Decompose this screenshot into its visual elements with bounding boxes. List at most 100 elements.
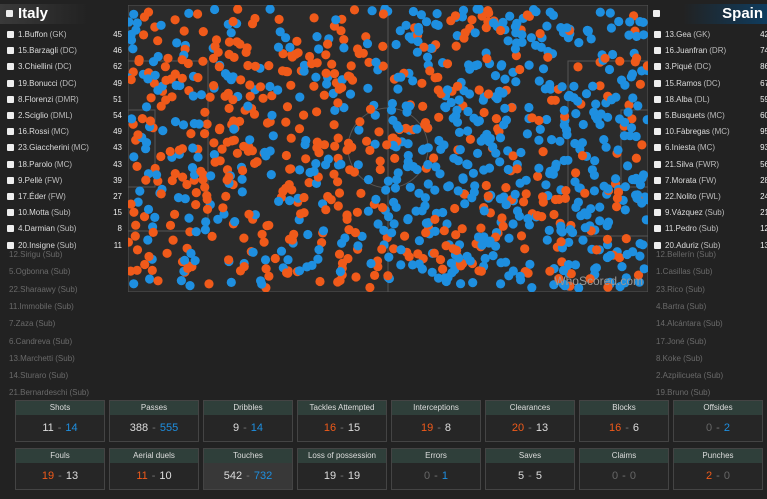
touch-dot xyxy=(217,144,227,154)
touch-dot xyxy=(333,177,343,187)
touch-dot xyxy=(295,92,305,102)
touch-dot xyxy=(321,68,331,78)
touch-dot xyxy=(321,205,331,215)
touch-dot xyxy=(559,155,569,166)
checkbox[interactable] xyxy=(654,95,661,103)
unused-sub: 11.Immobile (Sub) xyxy=(9,301,74,311)
touch-dot xyxy=(239,262,249,272)
touch-dot xyxy=(548,169,558,179)
stat-away: 1 xyxy=(441,470,448,482)
watermark: WhoScored.com xyxy=(554,274,643,288)
touch-dot xyxy=(160,62,170,72)
checkbox[interactable] xyxy=(654,144,661,152)
checkbox[interactable] xyxy=(7,209,14,217)
touch-dot xyxy=(574,38,584,48)
touch-dot xyxy=(569,81,579,91)
touch-dot xyxy=(281,66,291,77)
touch-dot xyxy=(452,105,462,115)
touch-dot xyxy=(586,34,596,44)
touch-dot xyxy=(191,227,201,237)
touch-dot xyxy=(488,18,499,28)
touch-dot xyxy=(542,21,552,31)
stat-values: 16-6 xyxy=(580,422,668,434)
player-position: (DMR) xyxy=(55,94,79,104)
touch-dot xyxy=(260,255,271,265)
touch-dot xyxy=(641,215,648,225)
checkbox[interactable] xyxy=(654,176,661,184)
player-position: (Sub) xyxy=(698,224,719,234)
touch-dot xyxy=(433,20,443,30)
touch-dot xyxy=(307,260,317,270)
checkbox[interactable] xyxy=(654,160,661,168)
stat-home: 542 xyxy=(223,470,243,482)
touch-dot xyxy=(388,140,398,150)
checkbox[interactable] xyxy=(7,112,14,119)
touch-dot xyxy=(329,120,339,130)
checkbox[interactable] xyxy=(7,95,14,103)
stat-label: Loss of possession xyxy=(298,449,386,463)
touch-dot xyxy=(442,59,453,69)
touch-dot xyxy=(571,168,581,178)
touch-dot xyxy=(299,66,309,76)
touch-dot xyxy=(362,136,372,146)
touch-dot xyxy=(321,50,331,60)
checkbox[interactable] xyxy=(654,225,661,233)
checkbox[interactable] xyxy=(654,79,661,87)
checkbox[interactable] xyxy=(7,176,14,184)
touch-dot xyxy=(333,277,343,287)
player-position: (MC) xyxy=(711,127,730,137)
touch-dot xyxy=(435,255,446,265)
touch-dot xyxy=(635,17,645,27)
touch-dot xyxy=(374,127,384,137)
checkbox[interactable] xyxy=(7,193,14,200)
touch-dot xyxy=(145,116,155,126)
touch-dot xyxy=(418,144,429,154)
checkbox[interactable] xyxy=(654,241,661,249)
player-name: 3.Piqué (DC) xyxy=(665,62,711,71)
checkbox[interactable] xyxy=(7,79,14,87)
touch-dot xyxy=(601,142,611,152)
checkbox[interactable] xyxy=(7,31,14,38)
touch-dot xyxy=(495,157,505,167)
checkbox[interactable] xyxy=(7,128,14,136)
checkbox[interactable] xyxy=(654,112,661,119)
checkbox[interactable] xyxy=(654,128,661,136)
checkbox[interactable] xyxy=(7,160,14,168)
touch-dot xyxy=(252,157,262,167)
checkbox[interactable] xyxy=(7,225,14,233)
touch-dot xyxy=(329,169,339,179)
checkbox[interactable] xyxy=(653,10,660,17)
touch-dot xyxy=(343,254,353,264)
touch-dot xyxy=(479,206,489,216)
player-touches: 62 xyxy=(113,62,122,72)
checkbox[interactable] xyxy=(654,47,661,55)
checkbox[interactable] xyxy=(654,31,661,38)
touch-dot xyxy=(510,22,520,32)
touch-dot xyxy=(446,16,456,26)
checkbox[interactable] xyxy=(6,10,13,17)
checkbox[interactable] xyxy=(7,241,14,249)
stat-away: 13 xyxy=(535,422,549,434)
home-header: Italy xyxy=(0,4,88,24)
touch-dot xyxy=(590,156,600,166)
touch-dot xyxy=(538,147,548,157)
touch-dot xyxy=(292,36,302,46)
touch-dot xyxy=(417,264,427,274)
player-name: 3.Chiellini (DC) xyxy=(18,62,72,71)
checkbox[interactable] xyxy=(7,47,14,55)
touch-dot xyxy=(534,115,544,126)
touch-dot xyxy=(264,61,274,71)
checkbox[interactable] xyxy=(7,63,14,71)
checkbox[interactable] xyxy=(654,63,661,71)
checkbox[interactable] xyxy=(654,193,661,200)
player-name: 10.Motta xyxy=(18,208,50,218)
touch-dot xyxy=(501,200,511,210)
touch-dot xyxy=(438,264,448,274)
touch-dot xyxy=(309,166,319,176)
checkbox[interactable] xyxy=(7,144,14,152)
touch-dot xyxy=(450,203,460,214)
touch-dot xyxy=(173,193,184,203)
touch-dot xyxy=(311,72,321,82)
touch-dot xyxy=(196,166,206,176)
checkbox[interactable] xyxy=(654,209,661,217)
